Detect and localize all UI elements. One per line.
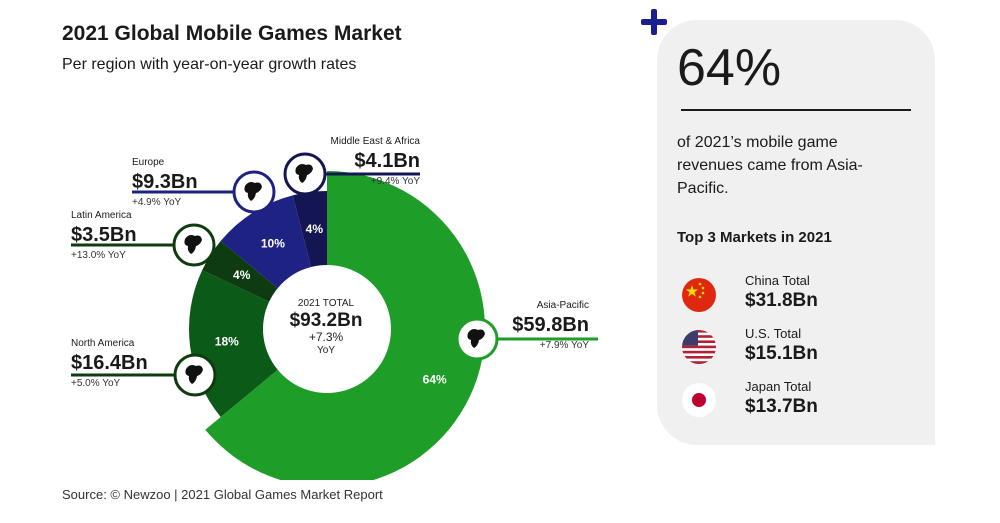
center-value: $93.2Bn: [289, 309, 363, 331]
market-value: $15.1Bn: [745, 343, 818, 364]
center-growth: +7.3%: [308, 330, 344, 345]
us-flag-icon: [682, 330, 716, 364]
europe-map-icon: [232, 170, 276, 214]
segment-share-label: 4%: [233, 268, 251, 282]
chart-title: 2021 Global Mobile Games Market: [62, 22, 402, 45]
source-note: Source: © Newzoo | 2021 Global Games Mar…: [62, 487, 383, 502]
japan-flag-icon: [682, 383, 716, 417]
summary-panel: [657, 20, 935, 445]
market-name: Japan Total: [745, 379, 812, 394]
region-value: $9.3Bn: [132, 171, 198, 193]
donut-center: 2021 TOTAL $93.2Bn +7.3% YoY: [266, 298, 386, 357]
latin-america-map-icon: [172, 223, 216, 267]
region-label-middle-east-africa: Middle East & Africa $4.1Bn +9.4% YoY: [327, 137, 420, 187]
region-label-asia-pacific: Asia-Pacific $59.8Bn +7.9% YoY: [510, 301, 589, 351]
market-japan: Japan Total $13.7Bn: [745, 380, 818, 416]
region-name: Latin America: [71, 210, 132, 221]
region-label-north-america: North America $16.4Bn +5.0% YoY: [71, 339, 148, 389]
region-value: $16.4Bn: [71, 352, 148, 374]
segment-share-label: 10%: [261, 237, 285, 251]
market-value: $13.7Bn: [745, 396, 818, 417]
segment-share-label: 18%: [215, 335, 239, 349]
region-name: Middle East & Africa: [330, 136, 420, 147]
region-yoy: +5.0% YoY: [71, 378, 121, 389]
segment-share-label: 4%: [306, 222, 324, 236]
region-yoy: +13.0% YoY: [71, 250, 126, 261]
asia-map-icon: [455, 317, 499, 361]
market-value: $31.8Bn: [745, 290, 818, 311]
center-growth-unit: YoY: [317, 345, 335, 357]
highlight-description: of 2021’s mobile game revenues came from…: [677, 134, 863, 197]
center-label: 2021 TOTAL: [297, 298, 355, 309]
region-label-europe: Europe $9.3Bn +4.9% YoY: [132, 158, 198, 208]
region-yoy: +4.9% YoY: [132, 197, 182, 208]
region-yoy: +9.4% YoY: [370, 176, 420, 187]
donut-chart: 64% 18% 4% 10% 4%: [71, 152, 598, 480]
highlight-percentage: 64%: [677, 39, 782, 97]
plus-icon: [641, 9, 667, 35]
region-name: North America: [71, 338, 135, 349]
region-value: $59.8Bn: [512, 314, 589, 336]
divider: [681, 109, 911, 111]
segment-share-label: 64%: [423, 373, 447, 387]
donut-segment-latin-america: [202, 241, 278, 302]
donut-segment-middle-east-africa: [292, 191, 327, 268]
region-name: Asia-Pacific: [536, 300, 589, 311]
market-china: China Total $31.8Bn: [745, 274, 818, 310]
market-us: U.S. Total $15.1Bn: [745, 327, 818, 363]
market-name: U.S. Total: [745, 326, 802, 341]
north-america-map-icon: [173, 353, 217, 397]
region-name: Europe: [132, 157, 165, 168]
china-flag-icon: [682, 278, 716, 312]
region-yoy: +7.9% YoY: [539, 340, 589, 351]
market-name: China Total: [745, 273, 810, 288]
region-value: $4.1Bn: [354, 150, 420, 172]
region-value: $3.5Bn: [71, 224, 137, 246]
donut-segment-europe: [220, 195, 312, 289]
africa-map-icon: [283, 152, 327, 196]
chart-subtitle: Per region with year-on-year growth rate…: [62, 56, 357, 73]
donut-segment-asia-pacific: [205, 171, 485, 480]
top-markets-heading: Top 3 Markets in 2021: [677, 229, 832, 246]
region-label-latin-america: Latin America $3.5Bn +13.0% YoY: [71, 211, 137, 261]
